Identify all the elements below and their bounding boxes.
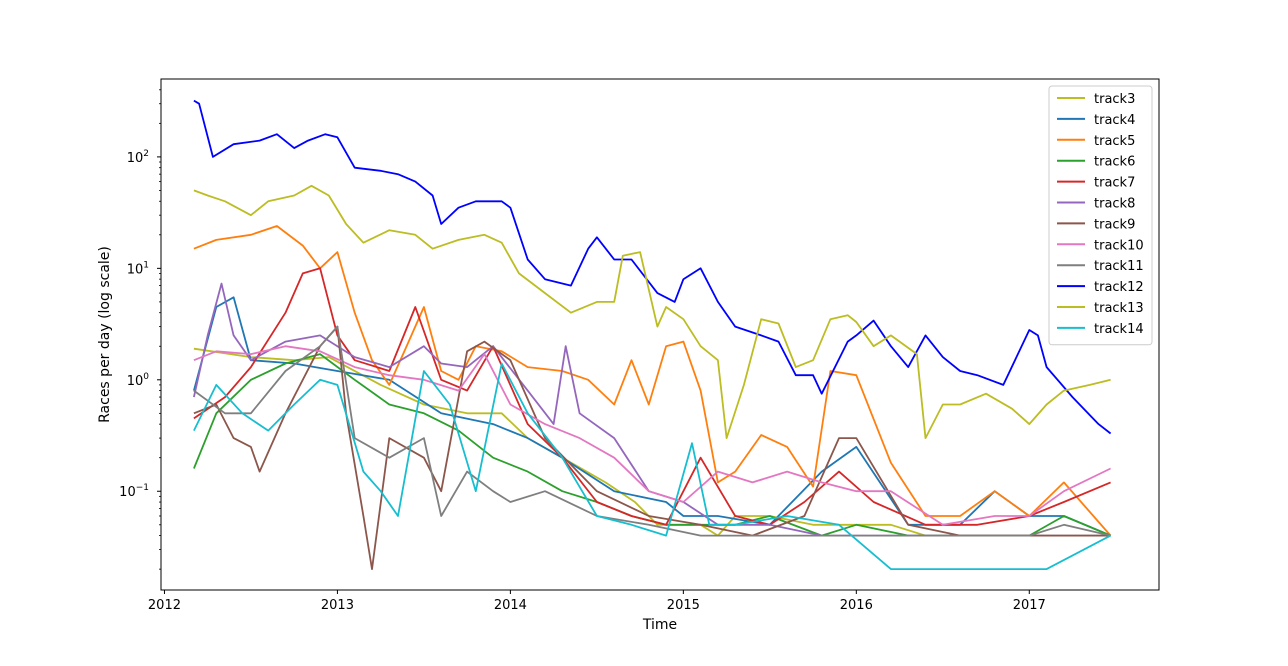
series-line-track10 (193, 345, 1111, 526)
x-axis-label: Time (642, 617, 677, 633)
legend-label-track14: track14 (1094, 322, 1144, 337)
x-tick-label: 2012 (148, 598, 181, 613)
series-line-track14 (193, 362, 1112, 570)
legend: track3 track4 track5 track6 track7 track8 trac… (1048, 85, 1153, 346)
x-axis: 2012 2013 2014 2015 2016 2017 (148, 590, 1046, 613)
x-tick-label: 2014 (494, 598, 527, 613)
y-tick-label: 101 (127, 260, 149, 277)
legend-label-track8: track8 (1094, 197, 1135, 212)
y-tick-label: 100 (127, 372, 150, 389)
x-tick-label: 2015 (667, 598, 700, 613)
legend-label-track12: track12 (1094, 280, 1144, 295)
series-line-track6 (193, 353, 1111, 537)
legend-label-track6: track6 (1094, 155, 1135, 170)
legend-label-track9: track9 (1094, 217, 1135, 232)
legend-label-track7: track7 (1094, 176, 1135, 191)
series-line-track5 (193, 225, 1112, 537)
series-line-track11 (193, 325, 1111, 537)
x-tick-label: 2016 (840, 598, 873, 613)
series-line-track13 (193, 184, 1111, 440)
legend-label-track10: track10 (1094, 238, 1144, 253)
legend-label-track11: track11 (1094, 259, 1144, 274)
series-line-track12 (193, 99, 1112, 435)
series-line-track8 (193, 282, 1111, 537)
legend-box (1048, 85, 1153, 346)
x-tick-label: 2013 (321, 598, 354, 613)
legend-label-track3: track3 (1094, 92, 1135, 107)
plot-frame (160, 78, 1160, 591)
series-line-track9 (193, 325, 1111, 570)
legend-label-track4: track4 (1094, 113, 1135, 128)
y-tick-label: 102 (127, 149, 149, 166)
legend-label-track13: track13 (1094, 301, 1144, 316)
y-tick-label: 10−1 (119, 483, 149, 500)
x-tick-label: 2017 (1013, 598, 1046, 613)
legend-label-track5: track5 (1094, 134, 1135, 149)
y-axis: 10−1 100 101 102 (119, 89, 161, 570)
y-axis-label: Races per day (log scale) (97, 246, 113, 423)
